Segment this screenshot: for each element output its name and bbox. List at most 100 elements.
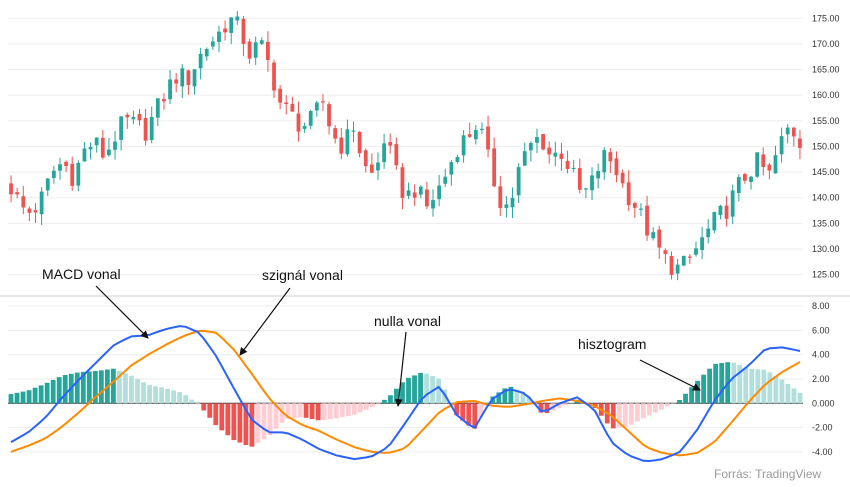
candle-up: [314, 102, 319, 111]
histogram-bar: [568, 402, 574, 404]
histogram-bar: [671, 403, 676, 404]
histogram-bar: [86, 371, 92, 404]
histogram-bar: [388, 395, 393, 404]
histogram-bar: [26, 390, 32, 404]
histogram-bar: [538, 403, 544, 413]
candle-down: [798, 138, 802, 148]
histogram-bar: [526, 397, 532, 404]
candle-up: [76, 162, 81, 186]
candle-down: [761, 154, 766, 167]
macd-histogram: [8, 362, 803, 447]
histogram-bar: [773, 375, 779, 404]
histogram-bar: [640, 403, 646, 419]
candle-down: [565, 160, 570, 170]
candle-up: [596, 171, 601, 179]
histogram-bar: [683, 393, 688, 404]
candle-down: [321, 101, 325, 103]
candle-down: [33, 210, 38, 213]
histogram-bar: [520, 391, 526, 404]
candle-down: [290, 104, 295, 112]
histogram-bar: [412, 375, 417, 404]
price-candles: [9, 11, 802, 281]
candle-down: [724, 205, 729, 219]
candle-up: [345, 129, 350, 155]
candle-down: [577, 168, 582, 190]
candle-up: [651, 232, 656, 239]
histogram-bar: [665, 403, 670, 407]
candle-up: [755, 152, 760, 177]
candle-up: [155, 98, 160, 118]
candle-down: [223, 28, 227, 33]
histogram-bar: [171, 390, 177, 404]
candle-up: [639, 208, 643, 210]
candle-up: [736, 177, 741, 193]
histogram-bar: [508, 386, 514, 404]
histogram-bar: [478, 403, 484, 418]
candle-up: [706, 228, 711, 238]
histogram-bar: [556, 403, 562, 409]
histogram-bar: [502, 388, 508, 404]
histogram-label-arrow: [639, 359, 701, 391]
histogram-bar: [135, 379, 140, 404]
candle-up: [180, 68, 185, 87]
histogram-bar: [14, 392, 20, 404]
candle-down: [645, 205, 649, 236]
macd-line-label: MACD vonal: [42, 266, 121, 282]
candle-up: [431, 200, 435, 209]
histogram-bar: [74, 372, 80, 404]
candle-down: [467, 134, 472, 137]
candle-up: [694, 248, 698, 255]
candle-up: [149, 117, 154, 141]
histogram-bar: [394, 388, 399, 404]
candle-down: [143, 117, 148, 141]
histogram-bar: [755, 369, 761, 404]
histogram-bar: [345, 403, 351, 416]
histogram-bar: [659, 403, 664, 410]
candle-down: [296, 113, 301, 132]
histogram-bar: [177, 392, 183, 404]
candle-up: [730, 190, 735, 217]
candle-down: [241, 18, 246, 44]
histogram-bar: [677, 400, 682, 404]
candle-down: [266, 41, 270, 60]
candle-up: [473, 129, 478, 140]
candle-up: [675, 264, 680, 274]
histogram-bar: [628, 403, 634, 425]
candle-down: [125, 114, 130, 118]
candle-up: [39, 191, 44, 215]
candle-up: [443, 176, 448, 184]
candle-down: [559, 153, 564, 160]
histogram-bar: [616, 403, 622, 428]
histogram-bar: [653, 403, 658, 413]
histogram-bar: [147, 385, 152, 404]
histogram-bar: [327, 403, 333, 420]
histogram-bar: [129, 375, 134, 404]
histogram-bar: [110, 368, 116, 404]
candle-down: [394, 144, 399, 166]
candle-down: [15, 192, 20, 195]
price-tick-label: 170.00: [812, 39, 840, 49]
histogram-bar: [472, 403, 478, 429]
histogram-bar: [303, 403, 309, 418]
histogram-bar: [454, 403, 460, 416]
signal-line-label: szignál vonal: [262, 267, 343, 283]
histogram-bar: [424, 373, 429, 404]
histogram-bar: [92, 371, 98, 404]
histogram-bar: [50, 379, 56, 404]
candle-down: [492, 148, 497, 187]
histogram-bar: [719, 363, 725, 404]
histogram-bar: [201, 403, 207, 411]
candle-up: [712, 212, 717, 231]
candle-down: [620, 172, 625, 184]
histogram-bar: [261, 403, 267, 440]
candle-up: [382, 143, 386, 163]
candle-down: [100, 137, 105, 158]
histogram-bar: [153, 386, 158, 404]
histogram-bar: [207, 403, 213, 418]
candle-up: [113, 141, 117, 150]
candle-down: [363, 150, 368, 167]
candle-down: [669, 256, 674, 275]
candle-up: [88, 146, 93, 150]
candle-up: [376, 162, 380, 171]
